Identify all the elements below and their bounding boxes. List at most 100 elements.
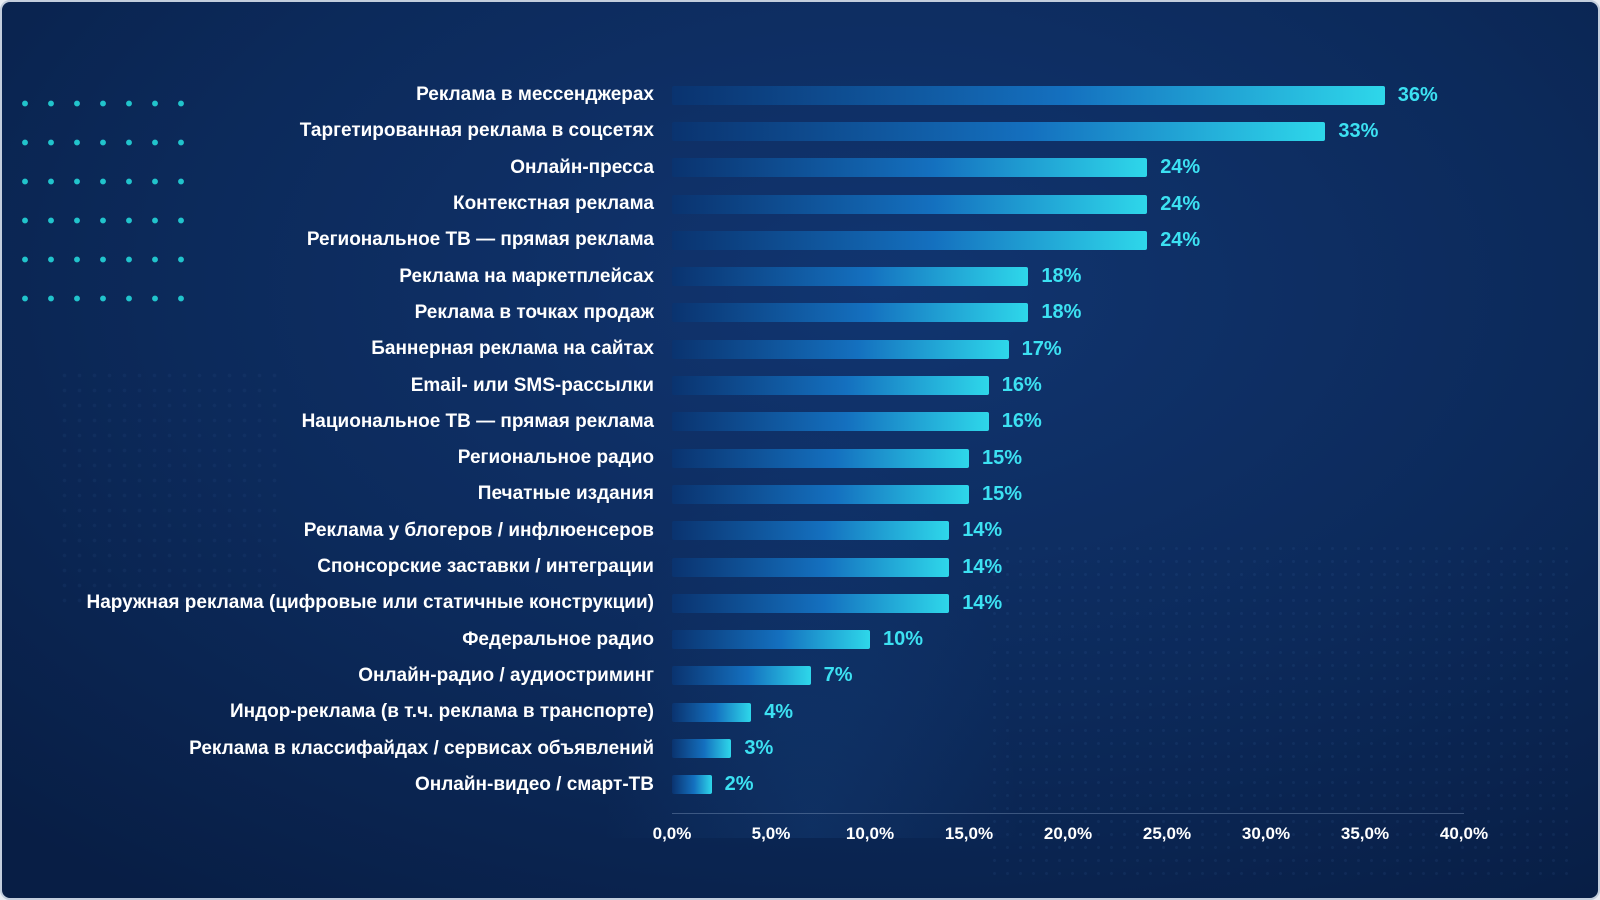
bar-track: 10% [672,628,1464,651]
x-tick: 25,0% [1142,823,1192,843]
x-tick: 35,0% [1340,823,1390,843]
value-label: 18% [1041,265,1082,288]
value-label: 33% [1338,119,1379,142]
bar [672,85,1385,105]
category-label: Email- или SMS-рассылки [410,374,654,396]
bar [672,630,870,650]
bar-row: Реклама в точках продаж 18% [2,295,1598,331]
bar [672,339,1009,359]
category-label: Региональное ТВ — прямая реклама [306,229,654,251]
x-tick: 40,0% [1439,823,1489,843]
value-label: 16% [1001,374,1042,397]
bar-row: Email- или SMS-рассылки 16% [2,367,1598,403]
value-label: 17% [1021,337,1062,360]
bar-row: Реклама в классифайдах / сервисах объявл… [2,730,1598,766]
category-label: Спонсорские заставки / интеграции [317,556,654,578]
category-label: Таргетированная реклама в соцсетях [299,120,654,142]
value-label: 15% [982,482,1023,505]
bar [672,303,1029,323]
bar-row: Баннерная реклама на сайтах 17% [2,331,1598,367]
bar-row: Наружная реклама (цифровые или статичные… [2,585,1598,621]
bar-track: 16% [672,410,1464,433]
bar-row: Реклама на маркетплейсах 18% [2,258,1598,294]
x-tick: 20,0% [1043,823,1093,843]
category-label: Онлайн-видео / смарт-ТВ [414,773,654,795]
value-label: 24% [1160,228,1201,251]
bar-track: 17% [672,338,1464,361]
bar-track: 18% [672,265,1464,288]
category-label: Реклама на маркетплейсах [399,265,654,287]
chart-area: Реклама в мессенджерах 36% Таргетированная… [2,77,1598,847]
x-axis: 0,0% 5,0% 10,0% 15,0% 20,0% 25,0% 30,0% 35,0% 40… [653,812,1488,847]
bar-row: Индор-реклама (в т.ч. реклама в транспор… [2,694,1598,730]
value-label: 24% [1160,156,1201,179]
bar-row: Онлайн-видео / смарт-ТВ 2% [2,767,1598,803]
category-label: Онлайн-радио / аудиостриминг [358,664,654,686]
bar-row: Региональное радио 15% [2,440,1598,476]
bar-row: Контекстная реклама 24% [2,186,1598,222]
value-label: 16% [1001,410,1042,433]
value-label: 36% [1397,83,1438,106]
category-label: Реклама в классифайдах / сервисах объявл… [189,737,654,759]
bar-row: Реклама у блогеров / инфлюенсеров 14% [2,513,1598,549]
x-tick: 10,0% [845,823,895,843]
value-label: 10% [883,628,924,651]
value-label: 7% [823,664,853,687]
value-label: 2% [724,773,754,796]
value-label: 15% [982,446,1023,469]
bar [672,521,950,541]
x-tick: 15,0% [944,823,994,843]
bar-row: Таргетированная реклама в соцсетях 33% [2,113,1598,149]
value-label: 3% [744,736,774,759]
bar [672,775,712,795]
bar-track: 24% [672,156,1464,179]
bar [672,448,969,468]
bar-track: 16% [672,374,1464,397]
bar [672,376,989,396]
bar-row: Онлайн-радио / аудиостриминг 7% [2,658,1598,694]
bar [672,484,969,504]
bar-row: Региональное ТВ — прямая реклама 24% [2,222,1598,258]
bar [672,666,811,686]
bar [672,267,1029,287]
bar-track: 36% [672,84,1464,107]
x-tick: 30,0% [1241,823,1291,843]
bar-track: 24% [672,193,1464,216]
bar-track: 2% [672,773,1464,796]
category-label: Национальное ТВ — прямая реклама [301,410,654,432]
category-label: Реклама в мессенджерах [416,84,654,106]
bar-row: Печатные издания 15% [2,476,1598,512]
value-label: 14% [962,555,1003,578]
bar-track: 18% [672,301,1464,324]
bar-track: 4% [672,701,1464,724]
category-label: Онлайн-пресса [510,156,654,178]
bar-track: 24% [672,229,1464,252]
category-label: Индор-реклама (в т.ч. реклама в транспор… [229,701,654,723]
bar [672,121,1326,141]
bar-row: Спонсорские заставки / интеграции 14% [2,549,1598,585]
bar [672,738,732,758]
category-label: Реклама в точках продаж [414,301,654,323]
bar-track: 3% [672,737,1464,760]
value-label: 4% [764,700,794,723]
bar-row: Реклама в мессенджерах 36% [2,77,1598,113]
bar [672,158,1148,178]
category-label: Федеральное радио [462,628,654,650]
category-label: Реклама у блогеров / инфлюенсеров [303,519,654,541]
bar [672,194,1148,214]
bar-row: Онлайн-пресса 24% [2,150,1598,186]
category-label: Контекстная реклама [452,193,654,215]
bar-track: 7% [672,664,1464,687]
bar [672,412,989,432]
bar [672,230,1148,250]
category-label: Наружная реклама (цифровые или статичные… [86,592,654,614]
x-tick: 0,0% [652,823,692,843]
value-label: 18% [1041,301,1082,324]
bar-track: 14% [672,592,1464,615]
bar [672,557,950,577]
bar-track: 14% [672,519,1464,542]
bar [672,593,950,613]
bar-track: 15% [672,447,1464,470]
value-label: 14% [962,591,1003,614]
bar-row: Федеральное радио 10% [2,621,1598,657]
